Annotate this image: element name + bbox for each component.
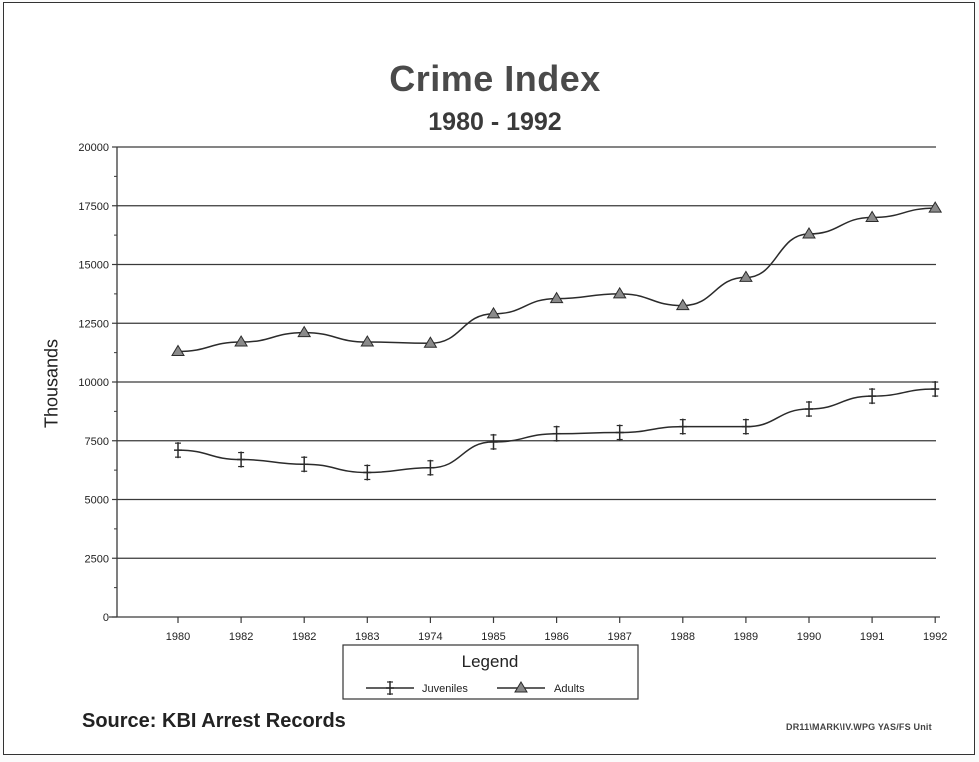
x-tick-label: 1982 [292, 631, 316, 643]
legend: Legend Juveniles Adults [342, 644, 639, 700]
x-tick-label: 1987 [607, 631, 631, 643]
x-tick-label: 1983 [355, 631, 379, 643]
legend-juveniles-marker [386, 681, 394, 695]
chart-frame [3, 2, 975, 755]
grid-lines [117, 146, 936, 559]
data-point [363, 464, 372, 481]
x-tick-label: 1980 [166, 631, 190, 643]
legend-adults-label: Adults [554, 683, 585, 695]
x-tick-label: 1982 [229, 631, 253, 643]
y-tick-label: 0 [103, 612, 109, 624]
data-point [615, 424, 624, 441]
data-point [931, 381, 940, 398]
data-point [300, 456, 309, 473]
series-line [177, 207, 936, 353]
legend-title: Legend [462, 652, 519, 671]
series-lines [171, 201, 943, 481]
data-point [678, 418, 687, 435]
x-tick-label: 1986 [544, 631, 568, 643]
data-point [741, 418, 750, 435]
source-note: Source: KBI Arrest Records [82, 710, 346, 732]
data-point [486, 306, 501, 319]
file-reference: DR11\MARK\IV.WPG YAS/FS Unit [786, 722, 932, 732]
y-tick-label: 12500 [78, 318, 109, 330]
y-tick-label: 5000 [85, 495, 109, 507]
data-point [549, 291, 564, 304]
data-point [802, 226, 816, 239]
data-point [237, 451, 246, 468]
x-tick-label: 1974 [418, 631, 442, 643]
x-tick-label: 1989 [734, 631, 758, 643]
tick-labels: 0 2500 5000 7500 10000 12500 15000 17500 20000 19… [78, 142, 947, 643]
x-tick-label: 1992 [923, 631, 947, 643]
y-tick-label: 10000 [78, 377, 109, 389]
data-point [234, 335, 248, 347]
y-tick-label: 15000 [78, 260, 109, 272]
y-tick-label: 2500 [85, 553, 109, 565]
x-tick-label: 1990 [797, 631, 821, 643]
y-tick-label: 20000 [78, 142, 109, 154]
data-point [489, 433, 498, 450]
data-point [612, 286, 627, 299]
data-point [552, 425, 561, 442]
x-tick-label: 1988 [671, 631, 695, 643]
data-point [297, 325, 312, 338]
x-tick-label: 1991 [860, 631, 884, 643]
legend-box [342, 644, 639, 700]
data-point [171, 344, 185, 356]
y-tick-label: 17500 [78, 201, 109, 213]
chart-title: Crime Index [389, 58, 601, 99]
data-point [360, 335, 375, 347]
data-point [805, 401, 813, 418]
axes [109, 146, 940, 623]
legend-adults-marker [514, 681, 528, 693]
data-point [423, 336, 438, 348]
series-juveniles [174, 381, 940, 481]
series-adults [171, 201, 943, 356]
data-point [928, 201, 943, 213]
data-point [868, 388, 877, 405]
data-point [174, 442, 182, 459]
legend-juveniles-label: Juveniles [422, 683, 468, 695]
y-tick-label: 7500 [85, 436, 109, 448]
x-tick-label: 1985 [481, 631, 505, 643]
data-point [739, 270, 753, 282]
data-point [675, 298, 690, 311]
data-point [426, 459, 435, 476]
chart-subtitle: 1980 - 1992 [428, 108, 562, 136]
data-point [865, 210, 879, 222]
